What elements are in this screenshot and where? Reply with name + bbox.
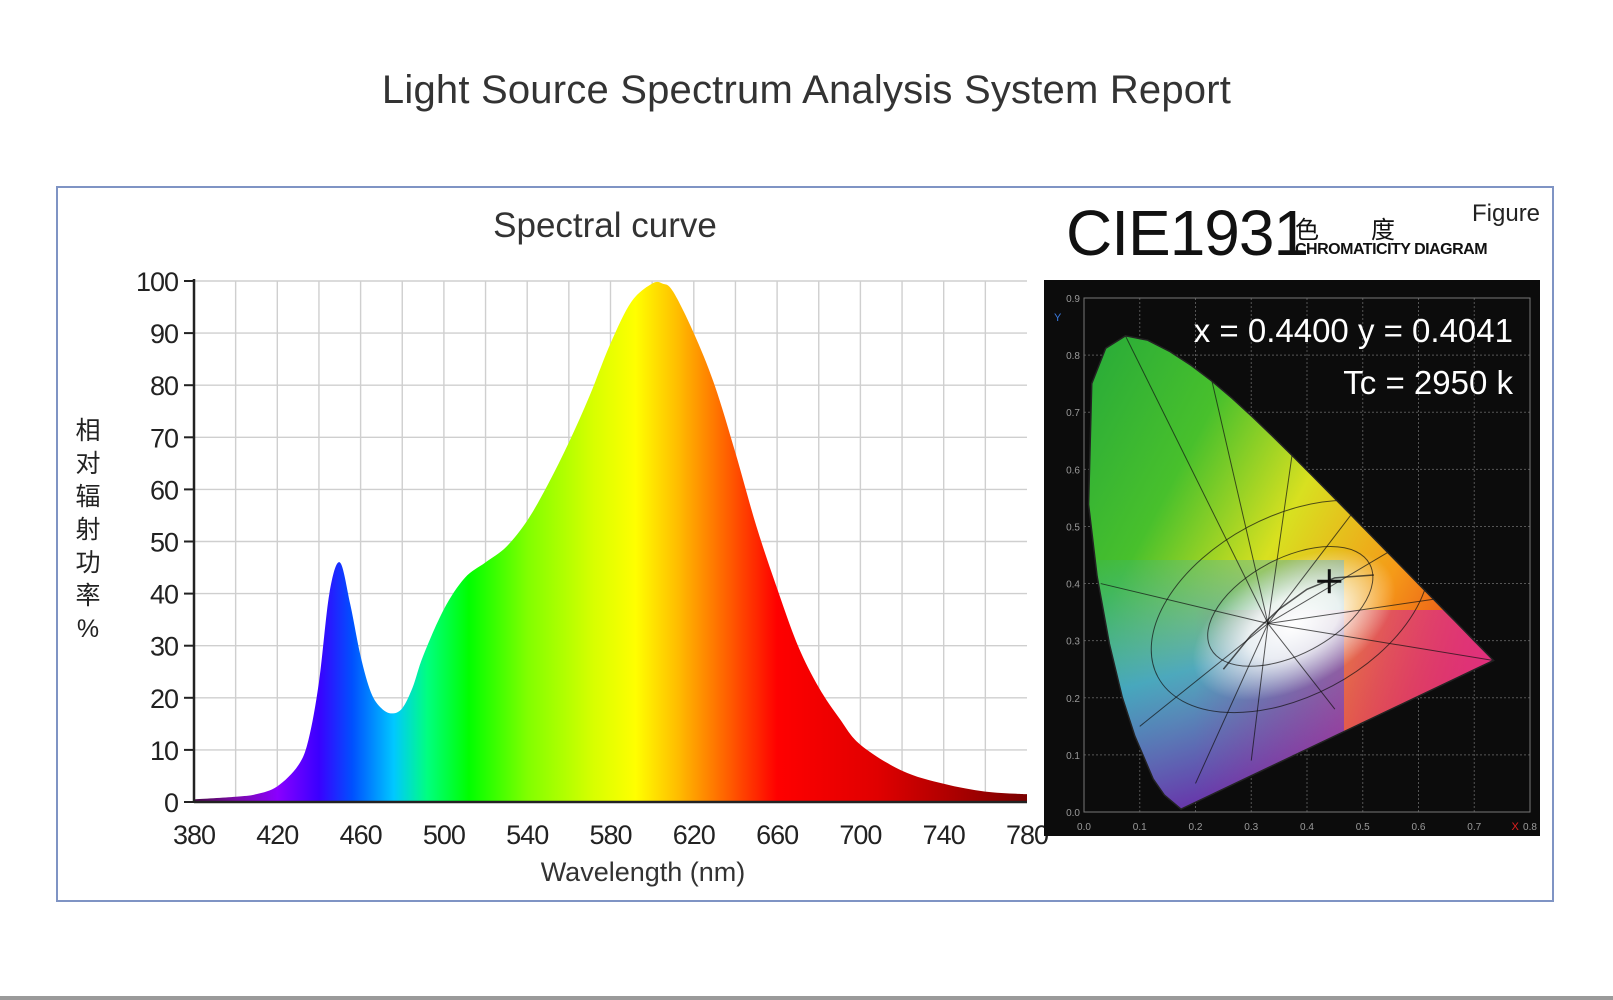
y-tick-label: 90 — [150, 319, 178, 349]
x-tick-label: 540 — [506, 820, 548, 850]
cie-diagram: 0.0 0.1 0.2 0.3 0.4 0.5 0.6 0.7 0.8X0.00.10.20.3… — [1044, 280, 1540, 836]
cie-y-tick-label: 0.7 — [1066, 408, 1080, 419]
y-tick-label: 40 — [150, 580, 178, 610]
x-tick-labels: 380 420 460 500 540 580 620 660 700 740 780 — [173, 820, 1049, 850]
spectrum-area — [194, 281, 1027, 802]
cie-y-tick-label: 0.2 — [1066, 694, 1080, 705]
cie-y-tick-label: 0.5 — [1066, 522, 1080, 533]
y-tick-label: 20 — [150, 684, 178, 714]
y-tick-label: 100 — [136, 267, 178, 297]
cie-tick-labels: 0.0 0.1 0.2 0.3 0.4 0.5 0.6 0.7 0.8X0.00.10.20.3… — [1054, 294, 1537, 833]
cie-x-tick-label: 0.8 — [1523, 822, 1537, 833]
x-tick-label: 580 — [589, 820, 631, 850]
ylabel-char: 射 — [75, 516, 101, 544]
y-tick-label: 10 — [150, 736, 178, 766]
x-tick-label: 500 — [423, 820, 465, 850]
spectral-chart: 380 420 460 500 540 580 620 660 700 740 780 0 10 20 3… — [136, 267, 1049, 887]
ylabel-char: 相 — [75, 417, 101, 445]
cie-xy-readout: x = 0.4400 y = 0.4041 — [1193, 312, 1513, 349]
ylabel-char: 辐 — [75, 483, 101, 511]
x-tick-label: 660 — [756, 820, 798, 850]
figure-label: Figure — [1472, 200, 1541, 227]
y-tick-label: 50 — [150, 528, 178, 558]
bottom-rule — [0, 996, 1613, 1000]
cie-x-tick-label: 0.5 — [1356, 822, 1370, 833]
x-tick-label: 740 — [923, 820, 965, 850]
cie-x-tick-label: 0.6 — [1412, 822, 1426, 833]
cie-y-tick-label: 0.0 — [1066, 808, 1080, 819]
spectral-axes — [184, 279, 1027, 804]
y-tick-label: 80 — [150, 371, 178, 401]
cie-title-zh: 色度 — [1295, 216, 1447, 244]
cie-x-tick-label: 0.7 — [1467, 822, 1481, 833]
ylabel-char: 功 — [75, 549, 101, 577]
spectral-locus — [1087, 335, 1495, 811]
ylabel-char: 对 — [75, 450, 101, 478]
x-tick-label: 420 — [256, 820, 298, 850]
y-tick-label: 0 — [164, 788, 178, 818]
cie-y-tick-label: 0.8 — [1066, 351, 1080, 362]
x-tick-label: 460 — [340, 820, 382, 850]
y-tick-label: 60 — [150, 475, 178, 505]
y-tick-label: 30 — [150, 632, 178, 662]
cie-x-tick-label: 0.3 — [1244, 822, 1258, 833]
spectral-chart-title: Spectral curve — [493, 206, 717, 245]
cie-y-tick-label: 0.1 — [1066, 751, 1080, 762]
x-tick-label: 380 — [173, 820, 215, 850]
y-tick-labels: 0 10 20 30 40 50 60 70 80 90 100 — [136, 267, 179, 818]
cie-title: CIE1931 — [1066, 197, 1309, 269]
x-tick-label: 780 — [1006, 820, 1048, 850]
spectral-x-axis-label: Wavelength (nm) — [541, 857, 746, 887]
x-tick-label: 620 — [673, 820, 715, 850]
cie-x-tick-label: 0.0 — [1077, 822, 1091, 833]
x-tick-label: 700 — [839, 820, 881, 850]
cie-y-axis-letter: Y — [1054, 312, 1062, 324]
cie-x-axis-letter: X — [1512, 821, 1520, 833]
cie-subtitle: CHROMATICITY DIAGRAM — [1295, 241, 1488, 258]
cie-measurement-marker — [1317, 569, 1342, 594]
cie-y-tick-label: 0.4 — [1066, 580, 1080, 591]
ylabel-char: % — [76, 615, 100, 643]
report-title: Light Source Spectrum Analysis System Re… — [381, 68, 1232, 112]
report-frame — [56, 186, 1554, 902]
cie-y-tick-label: 0.9 — [1066, 294, 1080, 305]
cie-x-tick-label: 0.1 — [1133, 822, 1147, 833]
cie-x-tick-label: 0.4 — [1300, 822, 1314, 833]
y-tick-label: 70 — [150, 423, 178, 453]
ylabel-char: 率 — [75, 582, 101, 610]
cie-y-tick-label: 0.6 — [1066, 465, 1080, 476]
spectral-y-axis-label: 相 对 辐 射 功 率 % — [68, 415, 108, 646]
cie-y-tick-label: 0.3 — [1066, 637, 1080, 648]
cie-tc-readout: Tc = 2950 k — [1343, 364, 1513, 401]
cie-x-tick-label: 0.2 — [1189, 822, 1203, 833]
